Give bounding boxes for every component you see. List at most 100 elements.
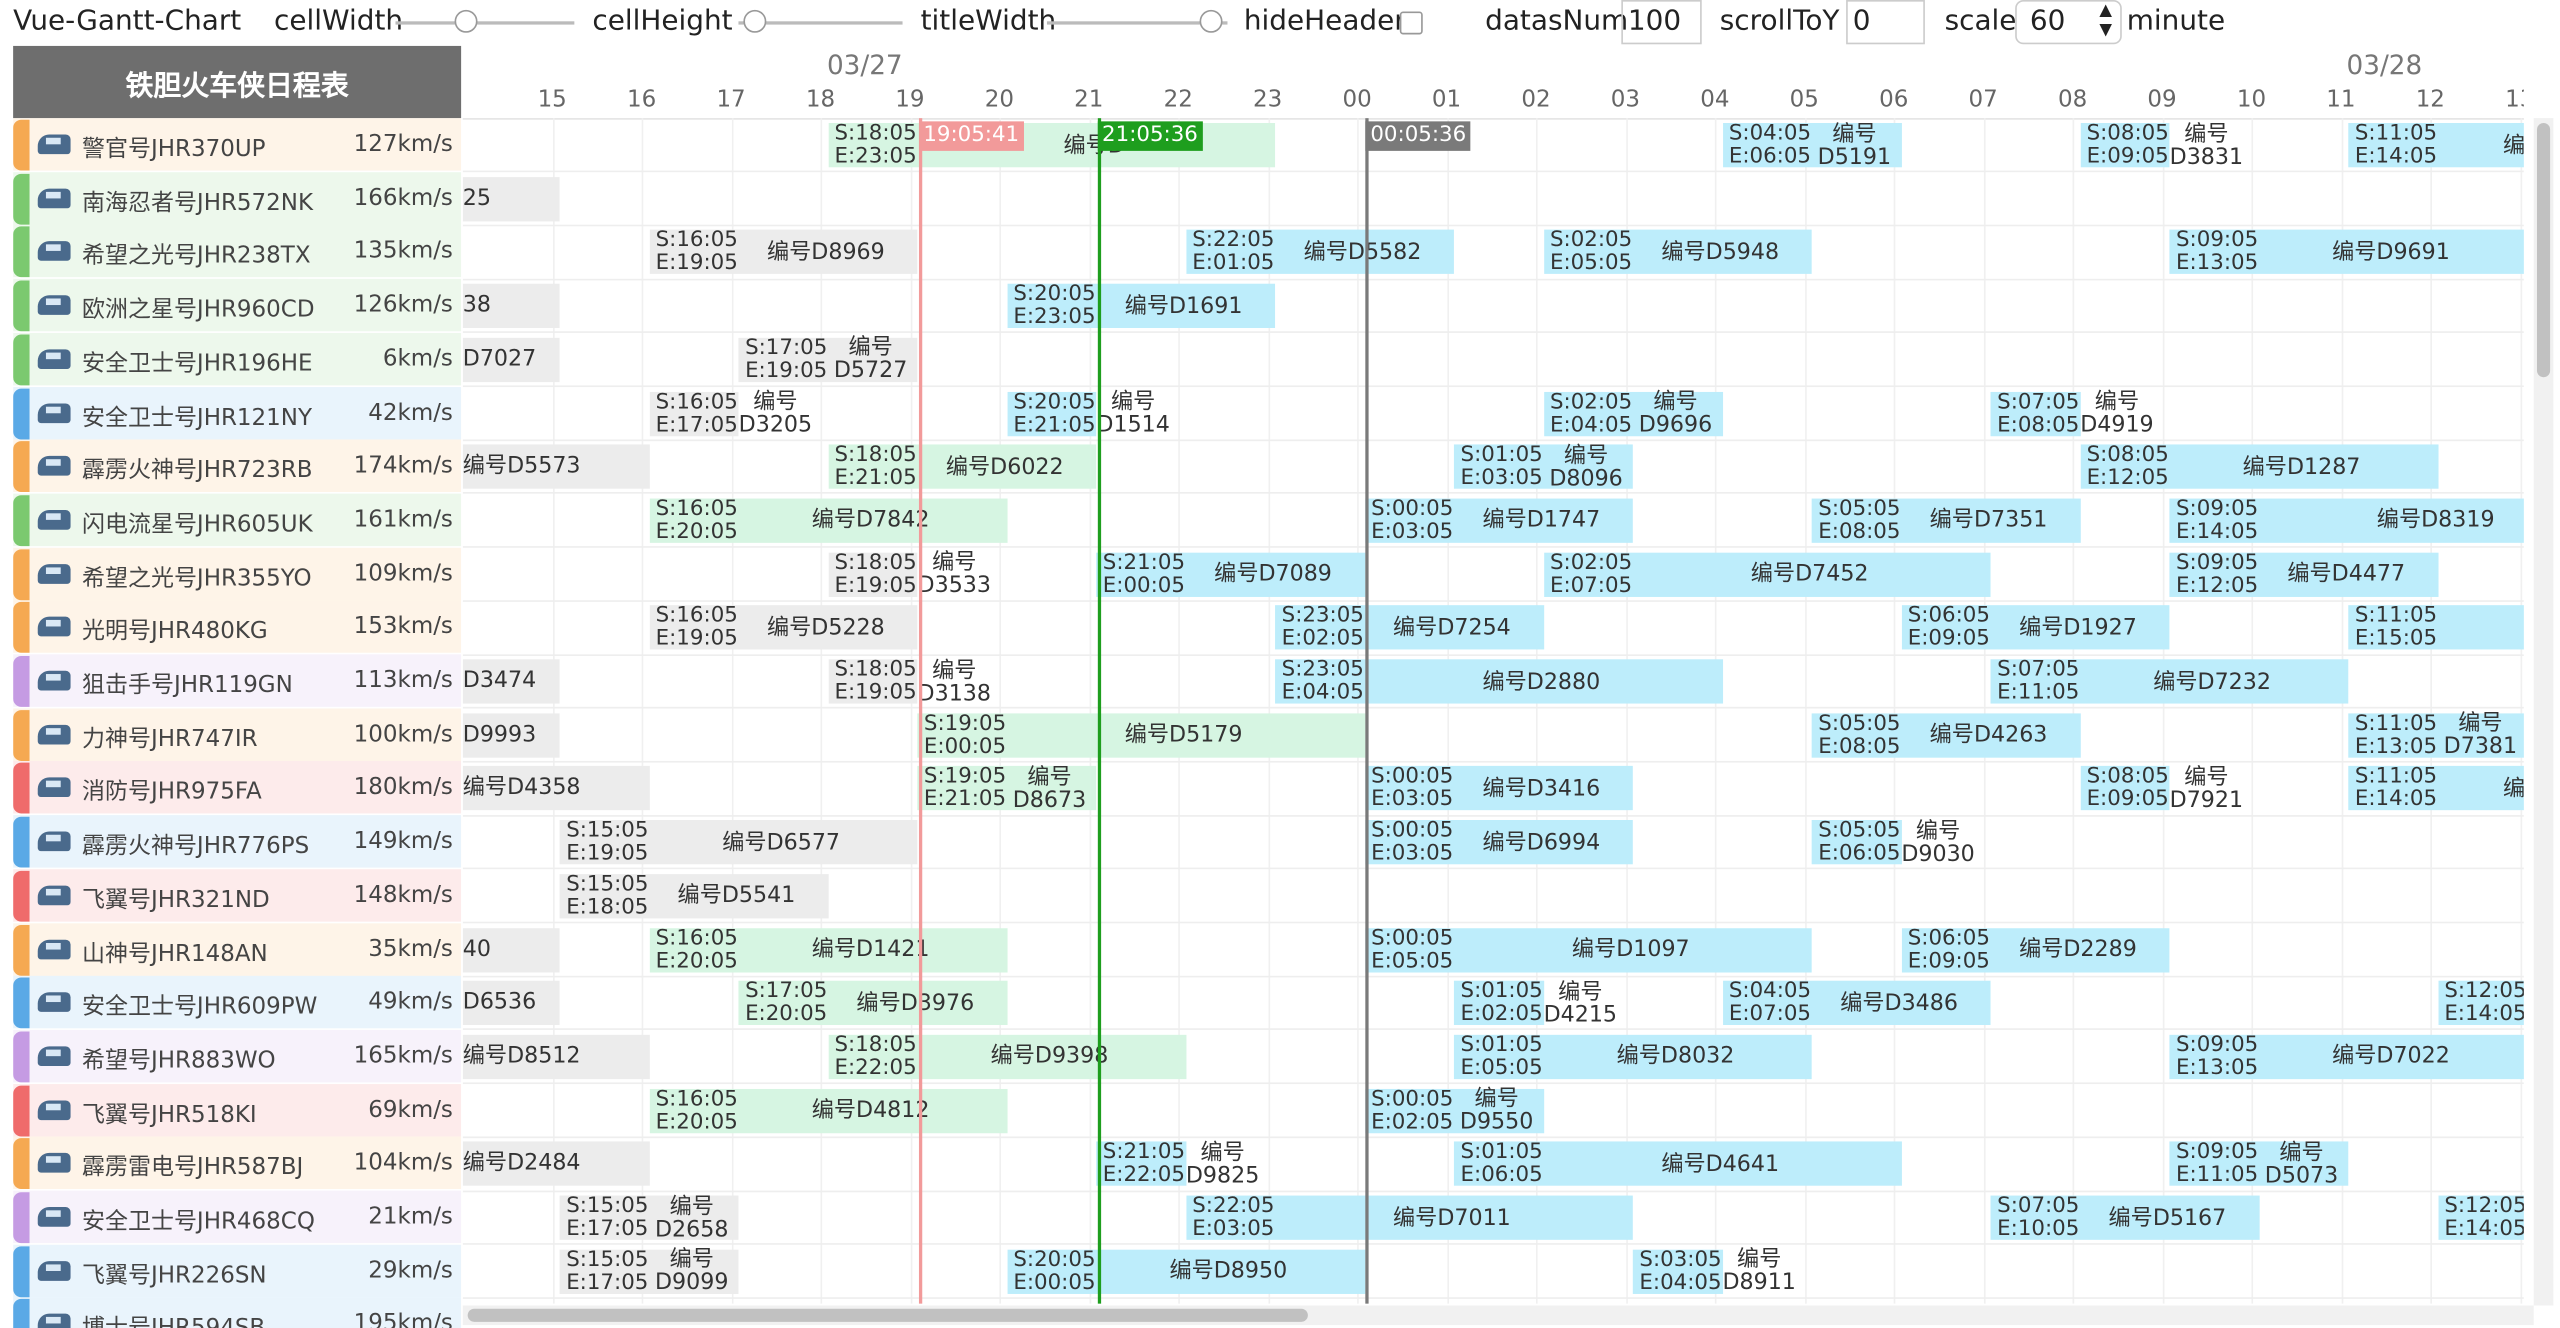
task-times: S:05:05 E:08:05 <box>1818 498 1900 544</box>
task-bar: S:07:05 E:08:05 编号D4919 <box>1990 390 2154 437</box>
task-times: S:07:05 E:08:05 <box>1997 390 2079 437</box>
task-bar: 38 <box>462 283 560 329</box>
task-bar: 编号D4358 <box>462 766 650 811</box>
title-width-slider[interactable] <box>1046 21 1228 25</box>
datas-num-input[interactable]: 100 <box>1621 0 1702 45</box>
task-bar: S:15:05 E:18:05 编号D5541 <box>559 873 828 919</box>
task-id: 编号D9099 <box>654 1246 729 1296</box>
hour-label: 21 <box>1074 86 1104 114</box>
task-bar: S:08:05 E:09:05 编号D3831 <box>2080 122 2243 168</box>
task-id: 编号D5179 <box>1124 721 1243 749</box>
h-scroll-thumb[interactable] <box>467 1308 1308 1322</box>
task-bar: 编号D8512 <box>462 1034 650 1079</box>
row-line <box>462 868 2524 870</box>
task-id: 编号D5167 <box>2108 1204 2227 1231</box>
v-scroll-thumb[interactable] <box>2536 123 2551 378</box>
task-times: S:09:05 E:14:05 <box>2176 498 2258 544</box>
task-end: E:19:05 <box>566 841 649 867</box>
train-icon <box>37 670 71 691</box>
gantt-title: 铁胆火车侠日程表 <box>13 45 462 119</box>
task-start: S:09:05 <box>2176 1140 2259 1165</box>
task-times: S:00:05 E:03:05 <box>1371 498 1453 544</box>
task-end: E:19:05 <box>745 358 828 384</box>
v-scrollbar[interactable] <box>2533 118 2554 1306</box>
row-title: 南海忍者号JHR572NK 166km/s <box>13 171 462 225</box>
time-marker-label: 19:05:41 <box>918 121 1025 151</box>
task-id: 编号D7022 <box>2332 1043 2450 1070</box>
train-window <box>45 674 61 681</box>
task-end: E:00:05 <box>923 734 1007 759</box>
task-start: S:02:05 <box>1549 550 1633 575</box>
row-line <box>462 1136 2524 1138</box>
task-times: S:16:05 E:17:05 <box>656 390 738 437</box>
train-speed: 165km/s <box>353 1042 453 1070</box>
train-window <box>45 298 61 306</box>
row-line <box>462 1297 2524 1299</box>
task-bar: S:01:05 E:06:05 编号D4641 <box>1453 1140 1902 1187</box>
train-icon <box>37 831 71 852</box>
slider-knob[interactable] <box>743 9 767 33</box>
task-id: 编号D8950 <box>1169 1258 1288 1285</box>
task-start: S:02:05 <box>1549 228 1633 254</box>
train-speed: 148km/s <box>353 881 453 909</box>
hour-grid-line <box>2519 118 2522 1304</box>
task-end: E:12:05 <box>2086 466 2169 491</box>
task-times: S:17:05 E:20:05 <box>745 980 827 1027</box>
row-title: 山神号JHR148AN 35km/s <box>13 922 462 975</box>
train-speed: 113km/s <box>353 667 453 694</box>
hide-header-checkbox[interactable] <box>1399 11 1423 35</box>
task-end: E:14:05 <box>2354 787 2438 813</box>
task-end: E:00:05 <box>1102 573 1185 598</box>
task-id: 编号D3138 <box>917 656 992 707</box>
row-title: 狙击手号JHR119GN 113km/s <box>13 654 462 707</box>
task-start: S:08:05 <box>2086 443 2169 468</box>
task-label: 编号D2484 <box>462 1150 581 1177</box>
row-line <box>462 599 2524 602</box>
hour-label: 06 <box>1879 86 1909 114</box>
task-times: S:19:05 E:00:05 <box>923 712 1007 759</box>
select-arrows: ▲ ▼ <box>2099 1 2112 40</box>
task-start: S:22:05 <box>1192 228 1275 254</box>
train-icon <box>37 348 71 369</box>
task-start: S:05:05 <box>1818 711 1901 736</box>
hour-label: 20 <box>984 86 1014 114</box>
train-window <box>45 995 61 1003</box>
scale-value[interactable]: 60 <box>2029 4 2066 38</box>
train-speed: 166km/s <box>353 184 453 212</box>
task-times: S:01:05 E:05:05 <box>1461 1034 1543 1081</box>
task-start: S:11:05 <box>2354 764 2438 790</box>
train-icon <box>37 134 71 155</box>
row-line <box>462 331 2524 334</box>
task-start: S:23:05 <box>1281 657 1364 683</box>
scroll-to-y-input[interactable]: 0 <box>1846 0 1925 45</box>
row-color-bar <box>13 1031 30 1083</box>
task-times: S:00:05 E:02:05 <box>1371 1087 1453 1134</box>
task-id: 编号D3486 <box>1840 990 1958 1017</box>
task-bar: 编号D2484 <box>462 1141 650 1187</box>
task-id: 编号D6577 <box>722 829 841 856</box>
hour-grid-line <box>731 118 733 1304</box>
task-times: S:21:05 E:22:05 <box>1103 1141 1185 1188</box>
task-bar: S:20:05 E:23:05 编号D1691 <box>1006 282 1276 329</box>
slider-knob[interactable] <box>1199 9 1223 33</box>
task-id: 编号 <box>2434 606 2524 650</box>
row-color-bar <box>13 119 30 171</box>
task-label: 编号D5573 <box>462 452 581 480</box>
cell-width-slider[interactable] <box>395 21 575 25</box>
task-label: 38 <box>462 292 491 319</box>
slider-knob[interactable] <box>454 9 478 33</box>
task-id: 编号D3831 <box>2169 120 2244 170</box>
task-start: S:20:05 <box>1013 282 1096 307</box>
scale-select[interactable]: 60 ▲ ▼ <box>2015 0 2122 45</box>
task-times: S:15:05 E:17:05 <box>566 1195 648 1242</box>
cell-height-slider[interactable] <box>738 21 903 25</box>
task-start: S:01:05 <box>1460 1140 1543 1165</box>
task-end: E:14:05 <box>2444 1216 2524 1242</box>
task-end: E:04:05 <box>1281 680 1364 706</box>
task-bar: S:16:05 E:20:05 编号D7842 <box>649 498 1007 543</box>
h-scrollbar[interactable] <box>462 1305 2534 1326</box>
task-bar: S:18:05 E:21:05 编号D6022 <box>827 443 1097 490</box>
row-color-bar <box>13 173 30 225</box>
task-start: S:18:05 <box>834 443 917 468</box>
task-bar: D3474 <box>462 659 560 704</box>
